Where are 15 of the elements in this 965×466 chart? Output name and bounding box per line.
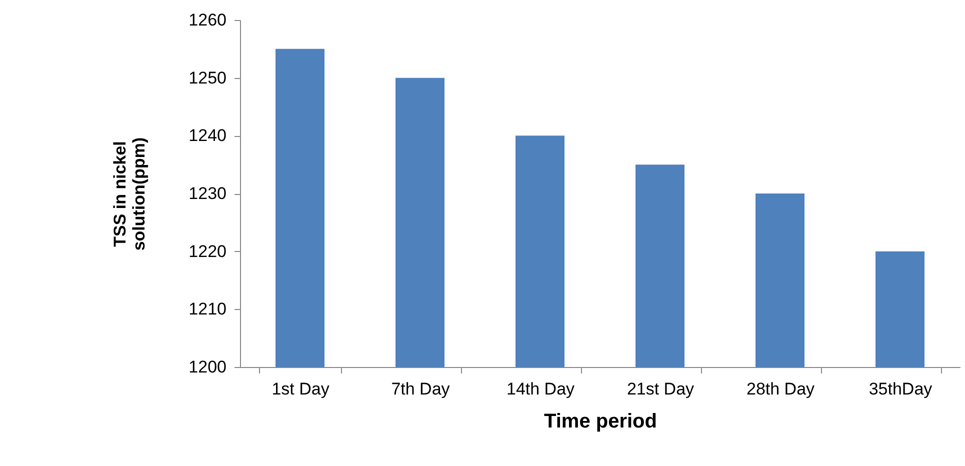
x-tick-label: 35thDay: [868, 380, 933, 398]
x-tick-label: 28th Day: [746, 380, 816, 398]
y-axis-title: TSS in nickel solution(ppm): [110, 137, 149, 251]
y-tick-label: 1220: [188, 242, 226, 261]
y-tick-label: 1210: [188, 300, 226, 319]
y-tick-label: 1230: [188, 184, 226, 203]
y-tick-label: 1260: [188, 10, 226, 30]
y-tick-label: 1250: [188, 68, 226, 88]
y-tick-label: 1200: [188, 358, 226, 376]
x-tick-label: 1st Day: [272, 380, 330, 398]
x-tick-label: 7th Day: [391, 380, 450, 398]
y-tick-label: 1240: [188, 126, 226, 146]
x-tick-label: 14th Day: [506, 380, 576, 398]
x-tick-label: 21st Day: [626, 380, 695, 398]
x-axis-title: Time period: [544, 410, 657, 432]
